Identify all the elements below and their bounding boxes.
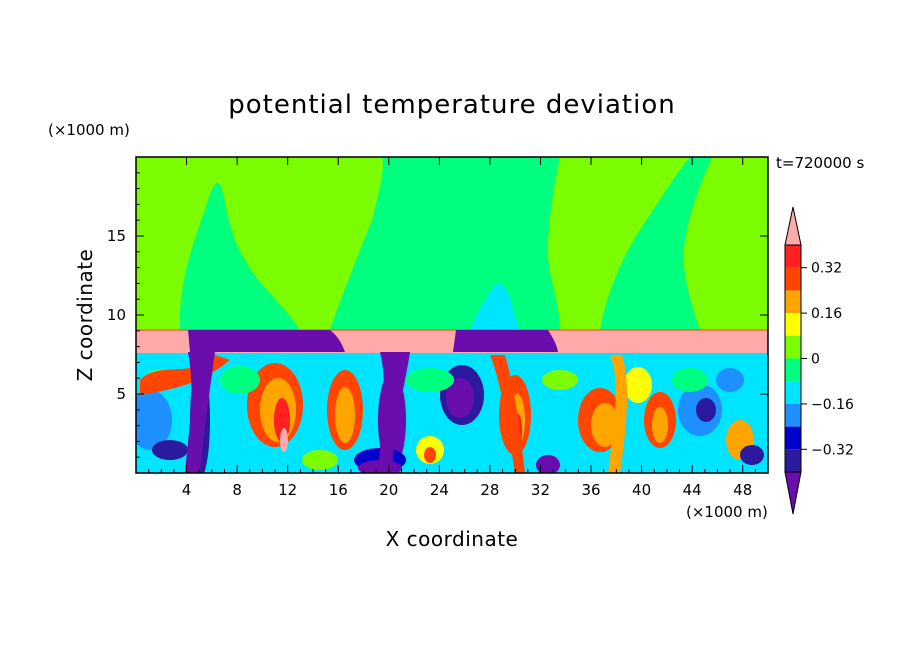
x-tick-label: 20 <box>379 481 398 499</box>
x-tick-label: 16 <box>329 481 348 499</box>
field-blob <box>536 455 560 473</box>
plot-area <box>136 157 768 473</box>
x-tick-label: 36 <box>581 481 600 499</box>
x-tick-label: 24 <box>430 481 449 499</box>
colorbar-bin <box>785 335 801 359</box>
field-blob <box>136 390 172 450</box>
x-tick-label: 28 <box>480 481 499 499</box>
chart-title: potential temperature deviation <box>228 90 675 120</box>
field-blob <box>740 445 764 465</box>
x-tick-label: 44 <box>683 481 702 499</box>
colorbar-bin <box>785 290 801 314</box>
x-tick-label: 4 <box>182 481 192 499</box>
x-tick-label: 32 <box>531 481 550 499</box>
x-tick-label: 40 <box>632 481 651 499</box>
field-blob <box>406 368 454 392</box>
field-blob <box>280 428 288 452</box>
y-unit-label: (×1000 m) <box>48 121 130 139</box>
y-axis: 5 10 15 <box>107 172 768 458</box>
field-blob <box>335 387 355 443</box>
colorbar-bin <box>785 358 801 382</box>
colorbar-bin <box>785 381 801 404</box>
field-blob <box>446 378 474 418</box>
field-blob <box>696 398 716 422</box>
x-axis-label: X coordinate <box>386 527 519 551</box>
y-tick-label: 15 <box>107 227 126 245</box>
field-blob <box>302 450 338 470</box>
cold-block-left <box>188 330 345 352</box>
x-unit-label: (×1000 m) <box>686 503 768 521</box>
upper-plume-left <box>179 182 300 330</box>
colorbar-extend-top <box>784 206 802 246</box>
field-blob <box>716 368 744 392</box>
y-tick-label: 5 <box>116 385 126 403</box>
colorbar-bin <box>785 267 801 291</box>
field-blob <box>652 407 668 443</box>
colorbar-bin <box>785 449 801 472</box>
colorbar-label: 0.32 <box>811 261 842 277</box>
upper-plume-right <box>600 157 712 330</box>
x-tick-label: 12 <box>278 481 297 499</box>
upper-cyan-patch <box>470 283 520 330</box>
cold-block-right <box>453 330 558 352</box>
colorbar-bin <box>785 313 801 336</box>
colorbar-extend-bottom <box>784 471 802 515</box>
colorbar-label: 0 <box>811 352 820 368</box>
field-blob <box>672 368 708 392</box>
field-blob <box>152 440 188 460</box>
colorbar-label: −0.32 <box>811 442 854 458</box>
colorbar-bin <box>785 245 801 268</box>
x-tick-label: 8 <box>232 481 242 499</box>
field-streak <box>378 352 410 473</box>
y-tick-label: 10 <box>107 306 126 324</box>
colorbar-label: −0.16 <box>811 397 854 413</box>
y-axis-label: Z coordinate <box>73 249 97 382</box>
colorbar-bin <box>785 426 801 450</box>
field-blob <box>624 367 652 403</box>
field-blob <box>424 447 436 463</box>
field-streak <box>608 355 628 473</box>
x-axis: 4 8 12 16 20 24 28 32 36 40 44 48 <box>148 157 756 499</box>
time-label: t=720000 s <box>776 154 864 172</box>
lower-blobs <box>136 352 764 473</box>
x-tick-label: 48 <box>733 481 752 499</box>
field-blob <box>591 403 619 447</box>
field-streak <box>490 355 525 473</box>
field-streak <box>185 352 215 473</box>
field-blob <box>542 370 578 390</box>
colorbar: 0.32 0.16 0 −0.16 −0.32 <box>784 206 854 515</box>
colorbar-label: 0.16 <box>811 306 842 322</box>
field-blob <box>220 366 260 394</box>
colorbar-bin <box>785 403 801 427</box>
